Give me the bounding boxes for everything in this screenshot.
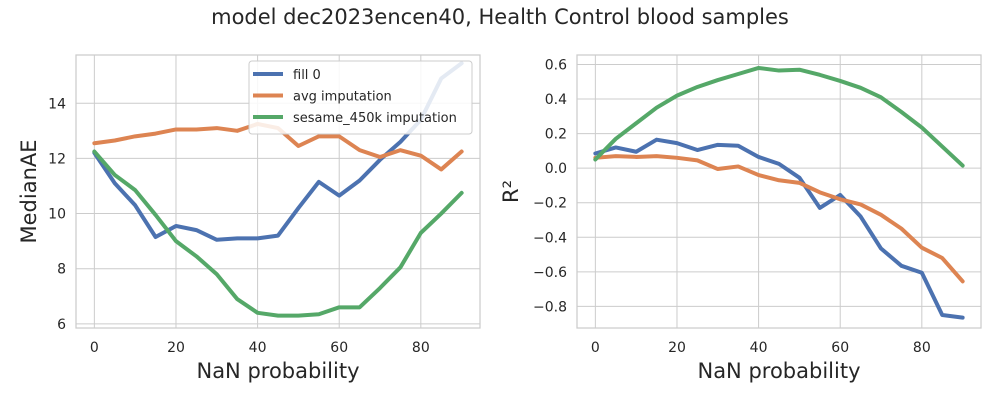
y-tick-label: −0.8 — [533, 299, 567, 315]
x-axis-label: NaN probability — [697, 359, 860, 383]
y-tick-labels: 6 8 10 12 14 — [48, 96, 66, 333]
x-tick-label: 60 — [831, 340, 849, 356]
x-tick-label: 20 — [668, 340, 686, 356]
y-tick-label: 8 — [57, 262, 66, 278]
y-tick-label: 0.4 — [545, 92, 567, 108]
series-line-2 — [92, 149, 464, 318]
x-tick-label: 60 — [330, 340, 348, 356]
x-tick-label: 0 — [591, 340, 600, 356]
y-tick-label: 14 — [48, 96, 66, 112]
series-line-0 — [593, 137, 965, 320]
series-line-0 — [92, 61, 464, 242]
axes-frame — [75, 54, 481, 329]
legend: fill 0 avg imputation sesame_450k imputati… — [248, 60, 473, 135]
y-tick-label: 0.0 — [545, 161, 567, 177]
y-axis-label: R² — [499, 180, 523, 203]
series-line-1 — [593, 154, 965, 284]
y-tick-label: 6 — [57, 317, 66, 333]
legend-label-0: fill 0 — [293, 68, 321, 83]
x-tick-label: 80 — [412, 340, 430, 356]
y-tick-label: −0.6 — [533, 265, 567, 281]
median-ae-axes: 0 20 40 60 80 6 8 10 12 14 NaN probability MedianAE… — [17, 54, 481, 383]
x-tick-label: 0 — [90, 340, 99, 356]
x-tick-label: 40 — [750, 340, 768, 356]
axes-frame — [576, 54, 982, 329]
legend-label-1: avg imputation — [293, 90, 392, 105]
series-group — [593, 65, 965, 320]
y-tick-label: −0.2 — [533, 196, 567, 212]
x-tick-labels: 0 20 40 60 80 — [591, 340, 931, 356]
y-tick-label: 10 — [48, 207, 66, 223]
series-line-2 — [593, 65, 965, 168]
x-tick-label: 40 — [249, 340, 267, 356]
y-tick-label: −0.4 — [533, 230, 567, 246]
y-tick-label: 0.2 — [545, 127, 567, 143]
y-tick-label: 0.6 — [545, 58, 567, 74]
y-tick-labels: 0.6 0.4 0.2 0.0 −0.2 −0.4 −0.6 −0.8 — [533, 58, 567, 316]
y-axis-label: MedianAE — [17, 139, 41, 243]
figure-title: model dec2023encen40, Health Control blo… — [211, 5, 789, 29]
y-tick-label: 12 — [48, 151, 66, 167]
grid — [577, 55, 981, 328]
legend-frame — [248, 60, 473, 135]
x-axis-label: NaN probability — [196, 359, 359, 383]
x-tick-labels: 0 20 40 60 80 — [90, 340, 430, 356]
legend-label-2: sesame_450k imputation — [293, 111, 457, 126]
x-tick-label: 80 — [913, 340, 931, 356]
r-squared-axes: 0 20 40 60 80 0.6 0.4 0.2 0.0 −0.2 −0.4 −0.6 −0.8 NaN… — [499, 54, 982, 383]
x-tick-label: 20 — [167, 340, 185, 356]
